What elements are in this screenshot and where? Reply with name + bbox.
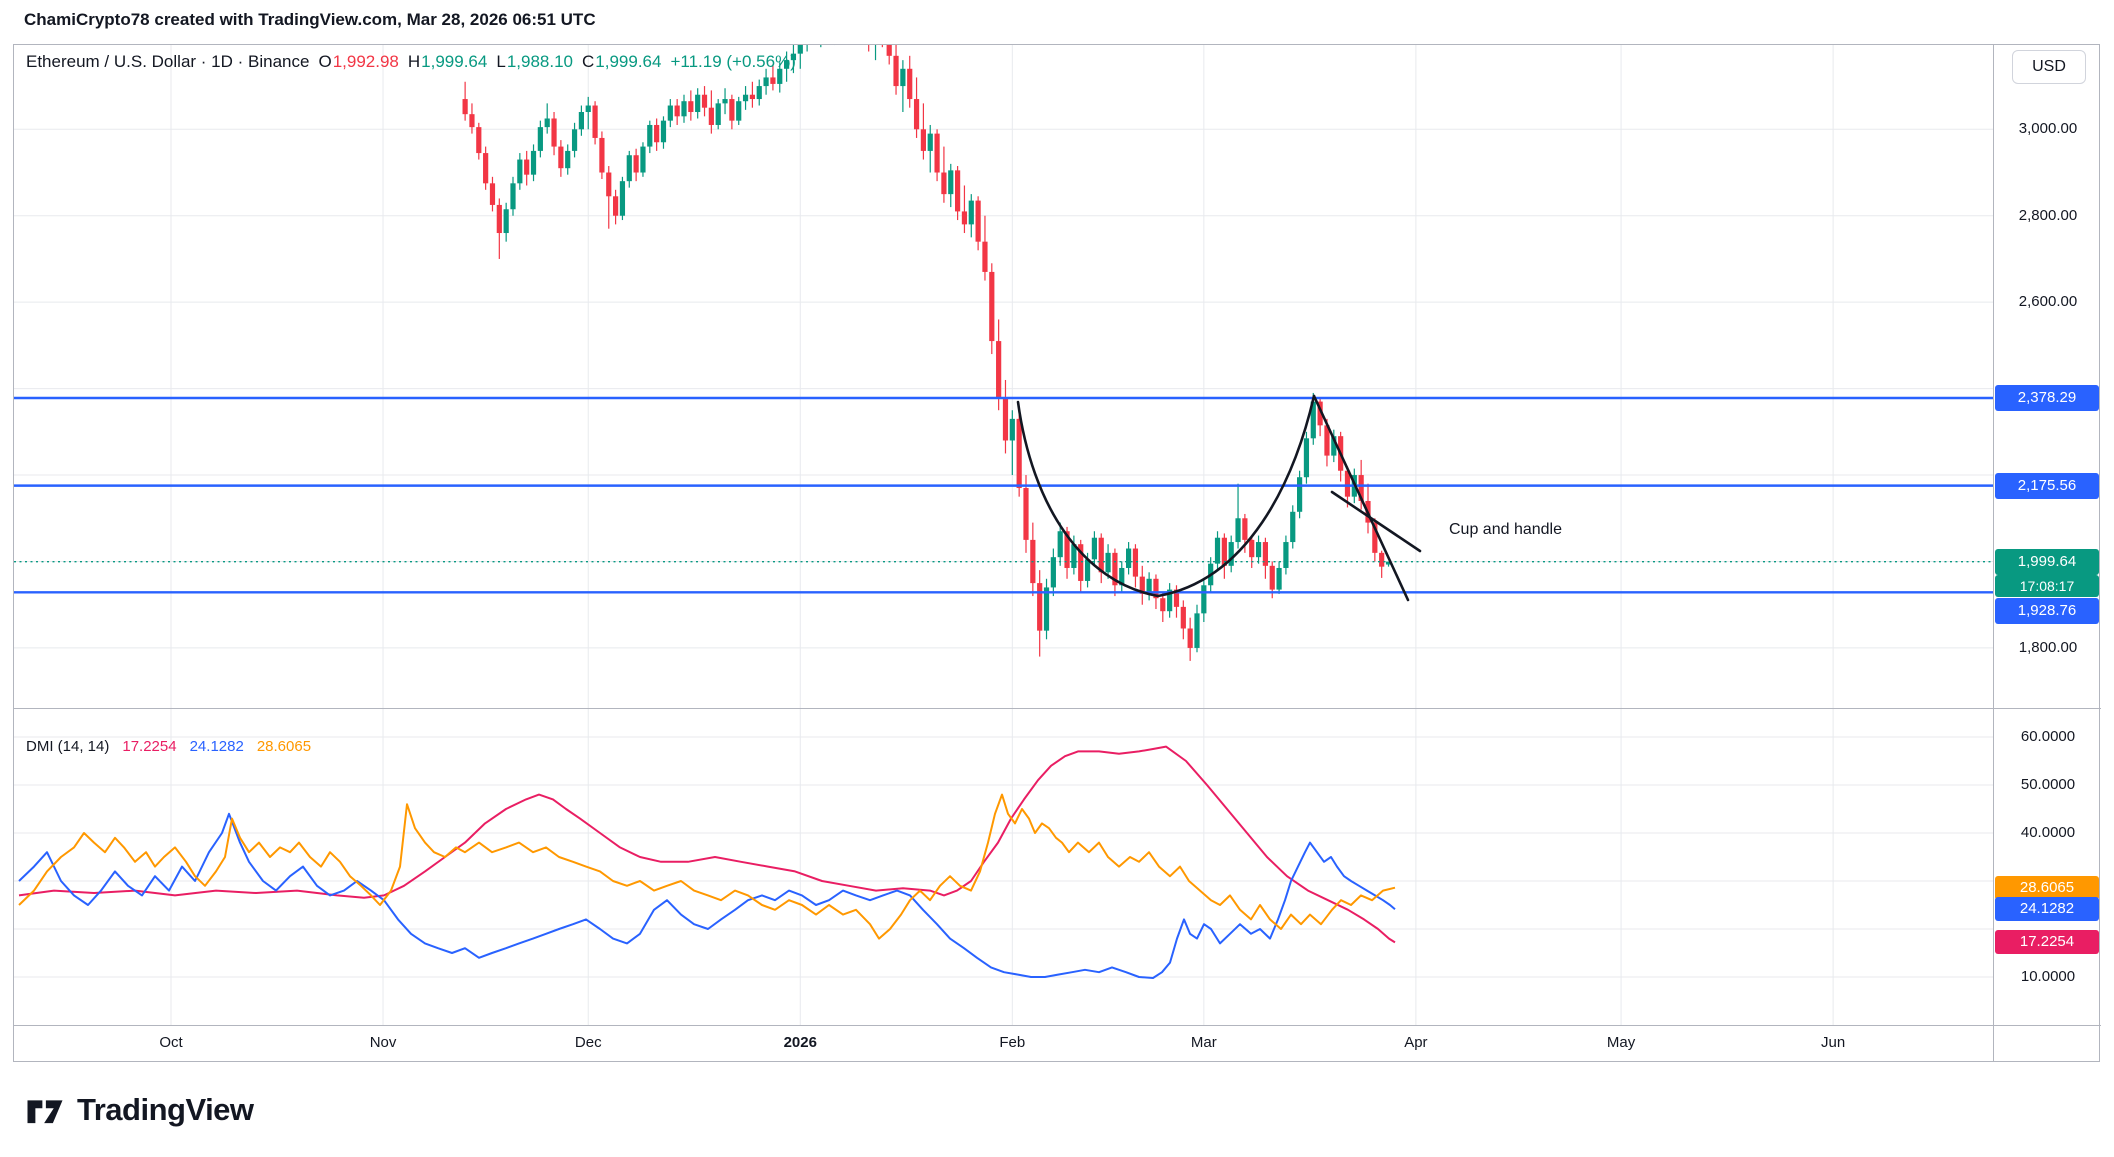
time-axis-label: May bbox=[1606, 1034, 1636, 1051]
ohlc-close: C1,999.64 bbox=[582, 52, 661, 72]
price-axis-label: 3,000.00 bbox=[2018, 120, 2078, 138]
ohlc-close-label: C bbox=[582, 52, 595, 71]
countdown-tag: 17:08:17 bbox=[1995, 575, 2099, 597]
ohlc-high-value: 1,999.64 bbox=[421, 52, 488, 71]
dmi-legend: DMI (14, 14) 17.2254 24.1282 28.6065 bbox=[26, 738, 311, 755]
dmi-axis-label: 40.0000 bbox=[2020, 824, 2076, 841]
time-axis-label: Dec bbox=[574, 1034, 602, 1051]
time-axis-label: 2026 bbox=[783, 1034, 817, 1051]
cup-and-handle-drawing bbox=[1016, 394, 1422, 602]
gridlines bbox=[14, 45, 1993, 1025]
currency-button[interactable]: USD bbox=[2012, 50, 2086, 84]
dmi-value-tag: 17.2254 bbox=[1995, 930, 2099, 955]
ohlc-open-value: 1,992.98 bbox=[332, 52, 399, 71]
dmi-value-orange: 28.6065 bbox=[256, 738, 312, 755]
tradingview-logo-text: TradingView bbox=[77, 1092, 254, 1127]
attribution-bar: ChamiCrypto78 created with TradingView.c… bbox=[24, 10, 596, 29]
dmi-value-blue: 24.1282 bbox=[189, 738, 244, 755]
ohlc-change: +11.19 (+0.56%) bbox=[670, 52, 796, 71]
ohlc-open: O1,992.98 bbox=[318, 52, 398, 72]
time-axis-separator bbox=[13, 1025, 2101, 1026]
time-axis-label: Nov bbox=[369, 1034, 397, 1051]
price-axis-label: 1,800.00 bbox=[2018, 638, 2078, 656]
dmi-value-tag: 24.1282 bbox=[1995, 897, 2099, 922]
price-tag: 2,175.56 bbox=[1995, 472, 2099, 499]
price-axis-label: 2,600.00 bbox=[2018, 293, 2078, 311]
ohlc-low: L1,988.10 bbox=[496, 52, 573, 72]
dmi-axis-label: 50.0000 bbox=[2020, 776, 2076, 793]
dmi-axis-label: 60.0000 bbox=[2020, 728, 2076, 745]
symbol-title: Ethereum / U.S. Dollar · 1D · Binance bbox=[26, 52, 310, 71]
price-tag: 2,378.29 bbox=[1995, 385, 2099, 411]
dmi-lines bbox=[18, 745, 1396, 979]
ohlc-low-label: L bbox=[496, 52, 506, 71]
dmi-value-tag: 28.6065 bbox=[1995, 875, 2099, 900]
ohlc-low-value: 1,988.10 bbox=[506, 52, 573, 71]
price-tag: 1,999.64 bbox=[1995, 548, 2099, 575]
symbol-legend: Ethereum / U.S. Dollar · 1D · Binance O1… bbox=[26, 52, 796, 72]
time-axis-label: Jun bbox=[1821, 1034, 1846, 1051]
ohlc-close-value: 1,999.64 bbox=[595, 52, 662, 71]
time-axis-label: Feb bbox=[999, 1034, 1026, 1051]
ohlc-high-label: H bbox=[407, 52, 421, 71]
dmi-title: DMI (14, 14) bbox=[26, 738, 110, 755]
price-tag: 1,928.76 bbox=[1995, 598, 2099, 624]
dmi-value-pink: 17.2254 bbox=[122, 738, 177, 755]
ohlc-open-label: O bbox=[318, 52, 332, 71]
price-axis-label: 2,800.00 bbox=[2018, 206, 2078, 224]
time-axis-label: Apr bbox=[1404, 1034, 1428, 1051]
tradingview-logo-icon bbox=[27, 1100, 63, 1124]
tradingview-logo[interactable]: TradingView bbox=[24, 1086, 254, 1134]
time-axis-label: Oct bbox=[159, 1034, 183, 1051]
ohlc-high: H1,999.64 bbox=[408, 52, 487, 72]
cup-and-handle-label: Cup and handle bbox=[1449, 521, 1562, 538]
time-axis-label: Mar bbox=[1190, 1034, 1217, 1051]
dmi-axis-label: 10.0000 bbox=[2020, 968, 2076, 985]
pane-separator bbox=[13, 708, 2101, 709]
price-axis-separator bbox=[1993, 44, 1994, 1062]
